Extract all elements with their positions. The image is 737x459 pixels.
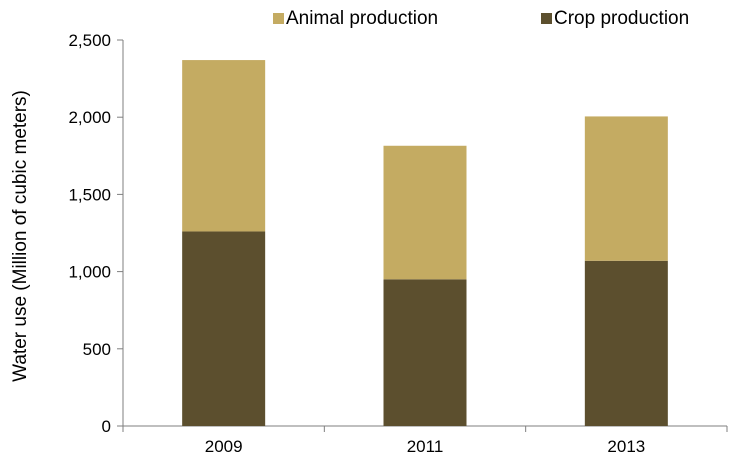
x-tick-label: 2009 xyxy=(205,437,243,456)
legend: Animal production Crop production xyxy=(273,8,689,29)
legend-swatch-crop-production xyxy=(541,13,552,24)
y-tick-label: 500 xyxy=(83,340,111,359)
y-tick-label: 0 xyxy=(102,417,111,436)
y-axis-title: Water use (Million of cubic meters) xyxy=(10,90,31,382)
bar-crop-production-2013 xyxy=(584,260,668,426)
x-tick-label: 2013 xyxy=(607,437,645,456)
y-ticks: 0 500 1,000 1,500 2,000 2,500 xyxy=(68,31,123,436)
y-tick-label: 1,500 xyxy=(68,185,111,204)
bars xyxy=(182,60,668,426)
bar-animal-production-2009 xyxy=(182,60,266,232)
y-tick-label: 1,000 xyxy=(68,263,111,282)
x-tick-label: 2011 xyxy=(407,437,444,456)
x-ticks: 2009 2011 2013 xyxy=(122,426,728,456)
bar-animal-production-2013 xyxy=(584,116,668,261)
legend-label-crop-production: Crop production xyxy=(554,8,689,29)
y-tick-label: 2,500 xyxy=(68,31,111,50)
bar-crop-production-2011 xyxy=(383,279,467,426)
legend-swatch-animal-production xyxy=(273,13,284,24)
bar-animal-production-2011 xyxy=(383,145,467,280)
legend-label-animal-production: Animal production xyxy=(286,8,438,29)
y-tick-label: 2,000 xyxy=(68,108,111,127)
bar-crop-production-2009 xyxy=(182,231,266,426)
